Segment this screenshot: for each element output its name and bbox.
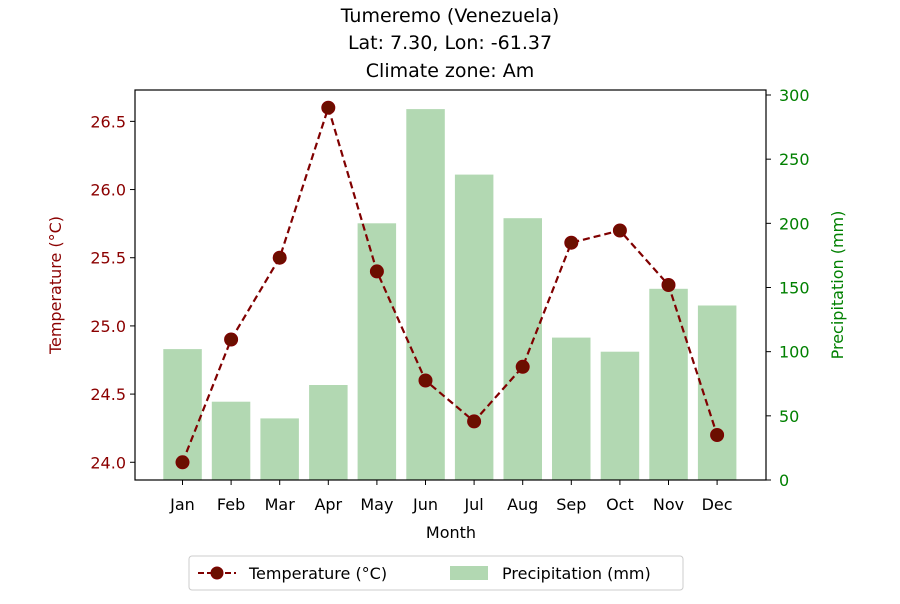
- temperature-point-apr: [321, 100, 336, 115]
- chart-title: Tumeremo (Venezuela) Lat: 7.30, Lon: -61…: [340, 5, 560, 82]
- temperature-series-line: [181, 103, 719, 463]
- left-y-tick-label: 26.0: [90, 181, 126, 200]
- left-y-tick-label: 25.0: [90, 317, 126, 336]
- x-tick-label-jan: Jan: [169, 495, 195, 514]
- x-tick-label-feb: Feb: [217, 495, 245, 514]
- x-tick-label-aug: Aug: [507, 495, 538, 514]
- temperature-point-aug: [515, 359, 530, 374]
- x-axis-label: Month: [426, 523, 476, 542]
- right-y-tick-label: 300: [779, 86, 810, 105]
- x-tick-label-jun: Jun: [412, 495, 438, 514]
- precipitation-bar-feb: [211, 401, 251, 480]
- precipitation-bar-nov: [649, 288, 688, 480]
- plot-frame: [134, 89, 767, 481]
- precipitation-bar-jun: [406, 109, 445, 480]
- left-y-tick-label: 24.0: [90, 453, 126, 472]
- precipitation-bar-mar: [260, 418, 299, 480]
- legend: Temperature (°C) Precipitation (mm): [188, 555, 684, 591]
- right-y-tick-label: 200: [779, 214, 810, 233]
- x-tick-label-mar: Mar: [265, 495, 296, 514]
- precipitation-bar-oct: [600, 351, 640, 480]
- precipitation-bars: [163, 109, 737, 481]
- left-y-tick-label: 24.5: [90, 385, 126, 404]
- left-y-axis-label: Temperature (°C): [46, 216, 65, 355]
- x-tick-label-nov: Nov: [653, 495, 684, 514]
- temperature-point-mar: [272, 250, 287, 265]
- title-line-location: Tumeremo (Venezuela): [340, 5, 560, 27]
- precipitation-bar-may: [357, 223, 397, 481]
- right-y-tick-label: 150: [779, 279, 810, 298]
- precipitation-bar-apr: [309, 385, 348, 480]
- temperature-point-feb: [224, 332, 239, 347]
- x-tick-label-apr: Apr: [314, 495, 342, 514]
- right-y-axis-label: Precipitation (mm): [828, 211, 847, 360]
- temperature-point-oct: [612, 223, 627, 238]
- right-y-tick-label: 250: [779, 150, 810, 169]
- left-y-tick-label: 25.5: [90, 249, 126, 268]
- temperature-line: [175, 100, 725, 470]
- right-y-tick-label: 50: [779, 407, 799, 426]
- axes: Jan Feb Mar Apr May Jun Jul Aug Sep Oct Nov Dec 24.0…: [90, 86, 809, 514]
- temperature-point-jan: [175, 455, 190, 470]
- legend-temperature-marker-swatch: [210, 566, 224, 580]
- legend-temperature-label: Temperature (°C): [248, 564, 387, 583]
- temperature-point-jul: [467, 414, 482, 429]
- x-tick-label-jul: Jul: [463, 495, 483, 514]
- precipitation-bar-jul: [454, 174, 494, 480]
- x-tick-label-dec: Dec: [702, 495, 733, 514]
- precipitation-bar-aug: [503, 218, 542, 480]
- title-line-coordinates: Lat: 7.30, Lon: -61.37: [348, 32, 552, 54]
- temperature-point-dec: [710, 428, 725, 442]
- x-tick-label-sep: Sep: [556, 495, 586, 514]
- temperature-point-sep: [564, 235, 579, 250]
- temperature-point-nov: [661, 278, 676, 292]
- legend-frame: [188, 555, 684, 591]
- right-y-tick-label: 0: [779, 471, 789, 490]
- temperature-point-may: [369, 264, 384, 279]
- x-tick-label-may: May: [360, 495, 393, 514]
- legend-precipitation-label: Precipitation (mm): [502, 564, 651, 583]
- temperature-point-jun: [418, 373, 433, 388]
- title-line-climate-zone: Climate zone: Am: [366, 60, 534, 82]
- x-tick-label-oct: Oct: [606, 495, 634, 514]
- left-y-tick-label: 26.5: [90, 112, 126, 131]
- legend-precipitation-swatch: [450, 566, 488, 580]
- precipitation-bar-sep: [552, 337, 591, 480]
- right-y-tick-label: 100: [779, 343, 810, 362]
